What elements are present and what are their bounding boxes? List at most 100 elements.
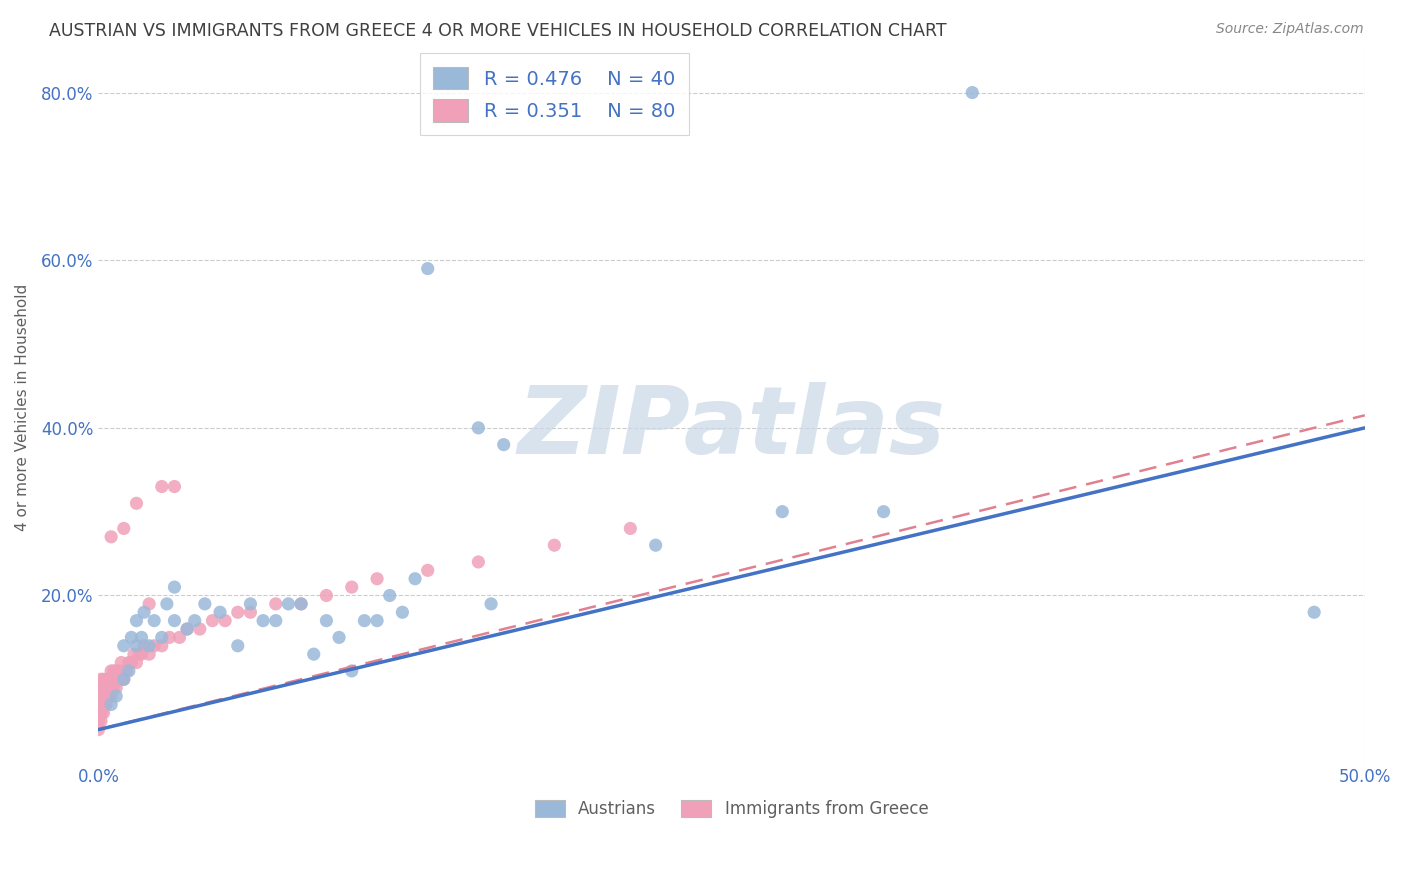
Text: ZIPatlas: ZIPatlas bbox=[517, 383, 946, 475]
Point bbox=[112, 673, 135, 687]
Point bbox=[150, 479, 173, 493]
Point bbox=[209, 605, 232, 619]
Point bbox=[404, 572, 426, 586]
Point bbox=[105, 673, 128, 687]
Point bbox=[239, 597, 262, 611]
Point bbox=[479, 597, 502, 611]
Point bbox=[100, 698, 122, 712]
Point bbox=[132, 605, 155, 619]
Point bbox=[90, 673, 112, 687]
Point bbox=[1303, 605, 1326, 619]
Legend: Austrians, Immigrants from Greece: Austrians, Immigrants from Greece bbox=[527, 791, 936, 826]
Point bbox=[112, 664, 135, 678]
Point bbox=[97, 689, 120, 703]
Point bbox=[107, 664, 129, 678]
Point bbox=[103, 681, 125, 695]
Point bbox=[214, 614, 236, 628]
Point bbox=[328, 631, 350, 645]
Point bbox=[100, 530, 122, 544]
Point bbox=[90, 698, 112, 712]
Point bbox=[138, 647, 160, 661]
Point bbox=[90, 698, 112, 712]
Point bbox=[176, 622, 198, 636]
Point bbox=[226, 639, 249, 653]
Point bbox=[163, 479, 186, 493]
Point bbox=[150, 639, 173, 653]
Point bbox=[103, 664, 125, 678]
Point bbox=[872, 505, 894, 519]
Point bbox=[169, 631, 191, 645]
Point bbox=[315, 614, 337, 628]
Point bbox=[290, 597, 312, 611]
Point bbox=[120, 631, 142, 645]
Point bbox=[315, 589, 337, 603]
Point bbox=[87, 723, 110, 737]
Point bbox=[93, 706, 115, 720]
Point bbox=[226, 605, 249, 619]
Point bbox=[90, 681, 112, 695]
Point bbox=[90, 689, 112, 703]
Point bbox=[90, 714, 112, 729]
Point bbox=[100, 689, 122, 703]
Point bbox=[87, 714, 110, 729]
Point bbox=[467, 421, 489, 435]
Point bbox=[264, 597, 287, 611]
Point bbox=[94, 681, 117, 695]
Point bbox=[132, 639, 155, 653]
Point bbox=[87, 698, 110, 712]
Point bbox=[302, 647, 325, 661]
Point bbox=[619, 521, 641, 535]
Point bbox=[960, 86, 983, 100]
Point bbox=[239, 605, 262, 619]
Point bbox=[543, 538, 565, 552]
Point bbox=[105, 681, 128, 695]
Point bbox=[93, 698, 115, 712]
Point bbox=[770, 505, 793, 519]
Point bbox=[156, 597, 179, 611]
Point bbox=[97, 681, 120, 695]
Point bbox=[118, 656, 141, 670]
Point bbox=[176, 622, 198, 636]
Point bbox=[340, 664, 363, 678]
Point bbox=[100, 681, 122, 695]
Point bbox=[112, 521, 135, 535]
Point bbox=[131, 647, 153, 661]
Point bbox=[93, 689, 115, 703]
Point bbox=[97, 673, 120, 687]
Point bbox=[118, 664, 141, 678]
Point bbox=[378, 589, 401, 603]
Point bbox=[252, 614, 274, 628]
Point bbox=[277, 597, 299, 611]
Point bbox=[290, 597, 312, 611]
Point bbox=[264, 614, 287, 628]
Text: Source: ZipAtlas.com: Source: ZipAtlas.com bbox=[1216, 22, 1364, 37]
Point bbox=[157, 631, 180, 645]
Point bbox=[90, 689, 112, 703]
Point bbox=[125, 614, 148, 628]
Point bbox=[125, 496, 148, 510]
Point bbox=[492, 437, 515, 451]
Point bbox=[131, 631, 153, 645]
Point bbox=[87, 698, 110, 712]
Point bbox=[94, 698, 117, 712]
Point bbox=[416, 563, 439, 577]
Point bbox=[122, 647, 145, 661]
Point bbox=[143, 614, 166, 628]
Point bbox=[87, 698, 110, 712]
Point bbox=[87, 714, 110, 729]
Point bbox=[105, 689, 128, 703]
Point bbox=[125, 656, 148, 670]
Point bbox=[353, 614, 375, 628]
Point bbox=[100, 664, 122, 678]
Point bbox=[103, 673, 125, 687]
Point bbox=[138, 639, 160, 653]
Point bbox=[163, 614, 186, 628]
Point bbox=[87, 706, 110, 720]
Point bbox=[416, 261, 439, 276]
Point bbox=[110, 673, 132, 687]
Point bbox=[366, 572, 388, 586]
Point bbox=[150, 631, 173, 645]
Point bbox=[94, 673, 117, 687]
Point bbox=[87, 689, 110, 703]
Point bbox=[115, 664, 138, 678]
